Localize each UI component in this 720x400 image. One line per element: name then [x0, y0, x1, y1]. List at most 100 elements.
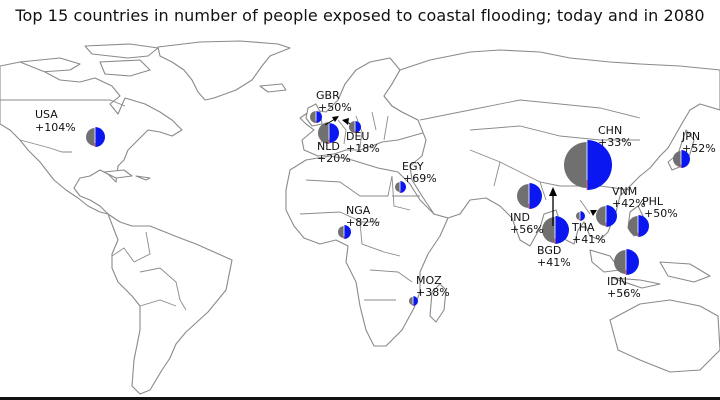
- caribbean-shape: [135, 175, 151, 181]
- usa-mexico-border: [19, 139, 72, 153]
- bottom-border: [0, 397, 720, 400]
- label-moz-change: +38%: [416, 286, 450, 299]
- label-tha-code: THA: [571, 221, 595, 234]
- chart-title: Top 15 countries in number of people exp…: [15, 6, 705, 25]
- pie-nga: [338, 225, 351, 239]
- today-half: [564, 142, 587, 188]
- future-half: [587, 140, 612, 190]
- future-half: [580, 211, 585, 221]
- usa-canada-border: [0, 99, 126, 107]
- label-idn-code: IDN: [607, 275, 627, 288]
- future-half: [316, 111, 322, 123]
- today-half: [576, 212, 580, 220]
- sa-borders: [111, 231, 187, 311]
- label-vnm-change: +42%: [612, 197, 646, 210]
- label-phl-change: +50%: [644, 207, 678, 220]
- future-half: [95, 127, 105, 147]
- africa-shape: [285, 155, 449, 347]
- future-half: [529, 183, 542, 209]
- today-half: [517, 184, 529, 208]
- future-half: [606, 205, 617, 227]
- indonesia-shape: [589, 249, 621, 273]
- future-half: [681, 150, 690, 168]
- indonesia-shape: [611, 277, 661, 289]
- label-nld-change: +20%: [317, 152, 351, 165]
- label-nga-change: +82%: [346, 216, 380, 229]
- label-chn-change: +33%: [598, 136, 632, 149]
- label-tha-change: +41%: [572, 233, 606, 246]
- today-half: [542, 217, 555, 243]
- today-half: [338, 226, 344, 238]
- arctic-islands-shape: [99, 59, 151, 77]
- label-nga-code: NGA: [346, 204, 371, 217]
- pie-usa: [86, 127, 105, 147]
- future-half: [400, 181, 406, 193]
- label-ind-change: +56%: [510, 223, 544, 236]
- africa-borders: [299, 175, 420, 301]
- today-half: [86, 128, 95, 146]
- australia-shape: [609, 299, 720, 373]
- future-half: [638, 215, 649, 237]
- label-ind-code: IND: [510, 211, 530, 224]
- label-gbr-code: GBR: [316, 89, 340, 102]
- pie-nld: [318, 122, 339, 144]
- future-half: [626, 249, 639, 275]
- arrow-deu: [342, 118, 351, 125]
- pie-tha: [576, 211, 585, 221]
- pie-layer: [86, 111, 690, 306]
- label-bgd-change: +41%: [537, 256, 571, 269]
- pie-gbr: [310, 111, 322, 123]
- pie-phl: [628, 215, 649, 237]
- label-chn-code: CHN: [598, 124, 622, 137]
- label-egy-change: +69%: [403, 172, 437, 185]
- pie-ind: [517, 183, 542, 209]
- arrow-thl: [590, 210, 597, 216]
- arrow-gbr: [324, 116, 339, 126]
- today-half: [673, 151, 681, 167]
- today-half: [628, 216, 638, 236]
- new-guinea-shape: [659, 261, 711, 283]
- country-labels: USA +104% GBR +50% NLD +20% DEU +18% EGY…: [35, 89, 716, 300]
- label-vnm-code: VNM: [612, 185, 637, 198]
- today-half: [614, 250, 626, 274]
- label-moz-code: MOZ: [416, 274, 442, 287]
- label-usa-change: +104%: [35, 121, 76, 134]
- pie-jpn: [673, 150, 690, 168]
- today-half: [318, 122, 329, 144]
- label-gbr-change: +50%: [318, 101, 352, 114]
- label-bgd-code: BGD: [537, 244, 561, 257]
- pie-vnm: [596, 205, 617, 227]
- madagascar-shape: [429, 283, 447, 323]
- pie-deu: [349, 121, 361, 133]
- label-egy-code: EGY: [402, 160, 424, 173]
- future-half: [555, 216, 569, 244]
- future-half: [413, 296, 418, 306]
- pie-bgd: [542, 216, 569, 244]
- label-nld-code: NLD: [317, 140, 340, 153]
- pie-moz: [409, 296, 418, 306]
- europe-borders: [317, 111, 389, 149]
- caribbean-shape: [103, 169, 133, 179]
- label-idn-change: +56%: [607, 287, 641, 300]
- today-half: [310, 111, 316, 123]
- greenland-shape: [157, 40, 291, 101]
- today-half: [395, 182, 400, 192]
- label-jpn-change: +52%: [682, 142, 716, 155]
- today-half: [409, 297, 413, 305]
- arrow-bgd: [549, 187, 557, 226]
- pie-egy: [395, 181, 406, 193]
- today-half: [349, 121, 355, 133]
- label-phl-code: PHL: [642, 195, 664, 208]
- pie-idn: [614, 249, 639, 275]
- arctic-islands-shape: [84, 43, 159, 59]
- future-half: [344, 225, 351, 239]
- today-half: [596, 206, 606, 226]
- label-deu-change: +18%: [346, 142, 380, 155]
- future-half: [355, 121, 361, 133]
- iceland-shape: [259, 83, 287, 93]
- label-jpn-code: JPN: [681, 130, 700, 143]
- label-usa-code: USA: [35, 108, 58, 121]
- pie-chn: [564, 140, 612, 190]
